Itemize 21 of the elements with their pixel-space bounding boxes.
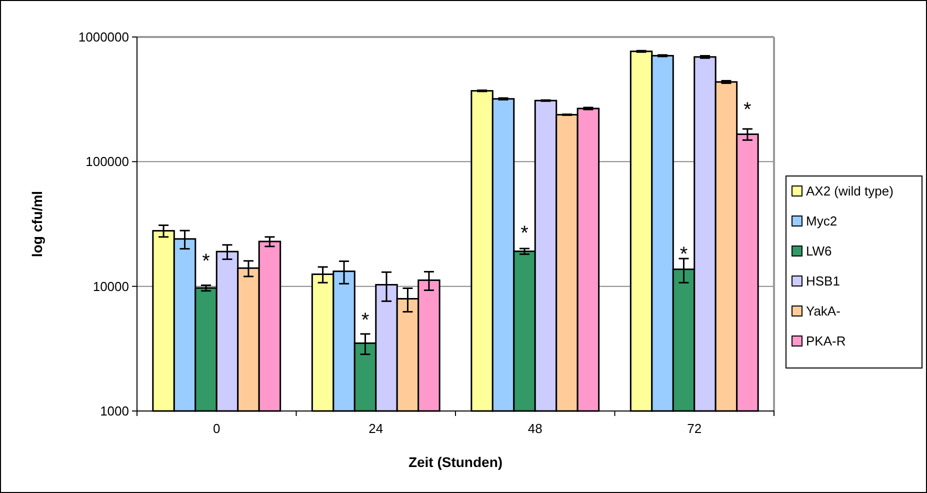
x-tick-label: 0 bbox=[213, 421, 220, 436]
x-tick-label: 48 bbox=[528, 421, 542, 436]
annotation: * bbox=[744, 98, 752, 121]
annotation: * bbox=[680, 244, 688, 266]
annotation: * bbox=[202, 250, 210, 273]
y-tick-label: 1000 bbox=[100, 404, 129, 419]
y-axis-title: log cfu/ml bbox=[29, 190, 45, 258]
y-tick-label: 1000000 bbox=[78, 30, 129, 45]
legend-label: LW6 bbox=[806, 244, 832, 259]
legend-label: Myc2 bbox=[806, 214, 838, 229]
x-tick-label: 72 bbox=[687, 421, 702, 436]
y-tick-label: 100000 bbox=[86, 154, 129, 170]
annotation: * bbox=[361, 310, 370, 332]
legend-label: AX2 (wild type) bbox=[806, 184, 894, 199]
legend-label: HSB1 bbox=[806, 274, 840, 289]
legend-label: YakA- bbox=[806, 304, 840, 319]
legend-label: PKA-R bbox=[806, 334, 846, 349]
y-tick-label: 10000 bbox=[92, 278, 129, 294]
x-axis-title: Zeit (Stunden) bbox=[408, 454, 503, 470]
annotation: * bbox=[520, 222, 529, 245]
x-tick-label: 24 bbox=[368, 421, 384, 436]
